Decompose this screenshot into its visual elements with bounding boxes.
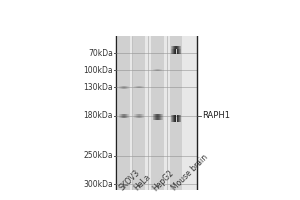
Bar xyxy=(133,36,146,190)
Bar xyxy=(118,36,130,190)
Text: 300kDa: 300kDa xyxy=(83,180,113,189)
Bar xyxy=(170,36,182,190)
Bar xyxy=(116,36,197,190)
Text: HeLa: HeLa xyxy=(133,173,153,193)
Text: SKOV3: SKOV3 xyxy=(118,169,142,193)
Text: 180kDa: 180kDa xyxy=(83,111,113,120)
Text: HepG2: HepG2 xyxy=(151,168,176,193)
Text: 100kDa: 100kDa xyxy=(83,66,113,75)
Text: Mouse brain: Mouse brain xyxy=(170,153,209,193)
Bar xyxy=(151,36,164,190)
Text: 250kDa: 250kDa xyxy=(83,151,113,160)
Text: 130kDa: 130kDa xyxy=(83,83,113,92)
Text: 70kDa: 70kDa xyxy=(88,49,113,58)
Text: RAPH1: RAPH1 xyxy=(202,111,230,120)
